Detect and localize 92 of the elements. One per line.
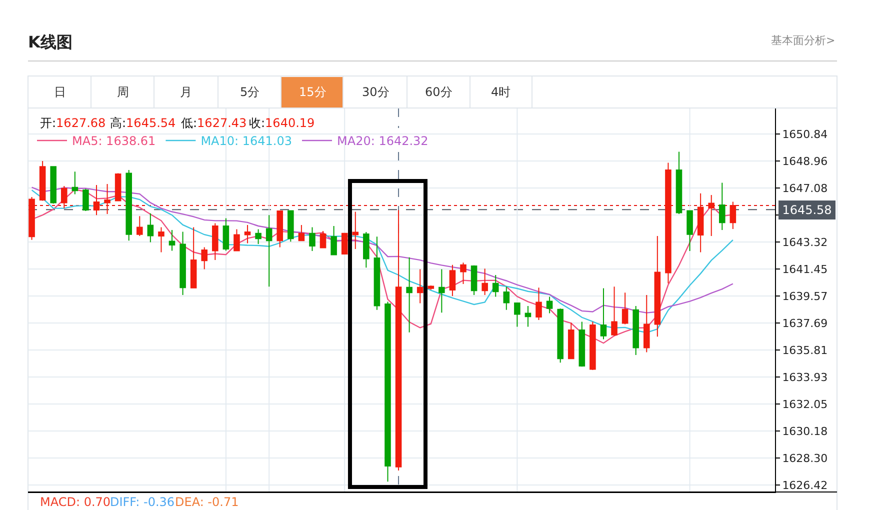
- candlestick: [298, 224, 305, 242]
- candlestick: [244, 224, 251, 244]
- candlestick: [352, 211, 359, 250]
- y-tick-label: 1633.93: [782, 370, 828, 384]
- candlestick: [222, 218, 230, 252]
- candlestick: [676, 151, 682, 215]
- candlestick: [266, 214, 272, 288]
- y-tick-label: 1628.30: [782, 452, 828, 465]
- candlestick: [416, 268, 424, 304]
- text: 日: [54, 85, 66, 99]
- candlestick: [578, 321, 586, 368]
- candlestick: [654, 236, 661, 338]
- candlestick: [180, 231, 186, 296]
- candlestick: [503, 286, 510, 310]
- candlestick: [309, 226, 316, 252]
- text: 15分: [299, 85, 326, 99]
- text: 月: [180, 85, 192, 99]
- y-tick-label: 1630.18: [782, 424, 828, 438]
- candlestick: [622, 292, 628, 325]
- candlestick: [234, 228, 240, 252]
- candlestick: [363, 232, 370, 268]
- y-tick-label: 1635.81: [782, 344, 828, 357]
- text: 60分: [425, 85, 452, 99]
- y-tick-label: 1637.69: [782, 316, 828, 330]
- annotation: 收:1640.19: [249, 116, 315, 130]
- y-tick-label: 1643.32: [782, 236, 828, 249]
- y-tick-label: 1650.84: [782, 128, 828, 141]
- candlestick: [557, 308, 564, 364]
- candlestick: [276, 210, 284, 248]
- candlestick: [460, 262, 466, 285]
- candlestick: [288, 210, 294, 242]
- candlestick: [406, 256, 412, 333]
- annotation: 高:1645.54: [110, 116, 176, 130]
- candlestick: [384, 301, 391, 482]
- candlestick: [255, 228, 262, 244]
- candlestick: [449, 264, 456, 296]
- candlestick: [536, 287, 542, 320]
- candlestick: [201, 246, 208, 270]
- candlestick: [147, 212, 154, 243]
- candlestick: [114, 172, 122, 202]
- annotation: 低:1627.43: [181, 116, 247, 130]
- candlestick: [438, 268, 445, 314]
- candlestick: [126, 169, 132, 242]
- candlestick: [524, 306, 532, 328]
- candlestick: [374, 236, 380, 310]
- y-tick-label: 1632.05: [782, 398, 828, 411]
- text: MACD: 0.70: [40, 495, 111, 509]
- candlestick: [50, 166, 56, 204]
- text: 4时: [491, 85, 511, 99]
- candlestick: [611, 286, 618, 336]
- candlestick: [632, 306, 639, 356]
- candlestick: [546, 296, 553, 314]
- candlestick: [514, 302, 520, 328]
- candlestick: [428, 284, 434, 290]
- y-tick-label: 1626.42: [782, 478, 828, 492]
- text: 5分: [240, 85, 260, 99]
- candlestick: [190, 226, 197, 289]
- candlestick: [686, 210, 693, 252]
- candlestick: [168, 230, 176, 252]
- candlestick: [482, 268, 488, 296]
- y-tick-label: 1641.45: [782, 262, 828, 276]
- candlestick: [39, 160, 46, 202]
- text: 基本面分析>: [771, 34, 836, 47]
- candlestick: [719, 182, 726, 231]
- candlestick: [212, 222, 218, 261]
- candlestick: [600, 288, 607, 340]
- candlestick: [568, 322, 574, 360]
- candlestick: [136, 216, 143, 237]
- y-tick-label: 1647.08: [782, 182, 828, 195]
- candlestick: [320, 230, 326, 249]
- legend-label: MA5: 1638.61: [72, 134, 156, 148]
- candlestick: [82, 188, 89, 212]
- y-tick-label: 1639.57: [782, 290, 828, 303]
- legend-label: MA10: 1641.03: [200, 134, 292, 148]
- line-series: [31, 186, 734, 314]
- chart-title: K线图: [28, 32, 72, 52]
- candlestick: [330, 225, 337, 256]
- annotation: 开:1627.68: [40, 116, 106, 130]
- text: 周: [117, 85, 129, 99]
- ref-line-label: 1645.58: [782, 203, 832, 217]
- text: DEA: -0.71: [175, 495, 239, 509]
- candlestick: [590, 321, 596, 370]
- candlestick: [158, 226, 164, 253]
- candlestick: [341, 232, 348, 255]
- candlestick: [492, 274, 499, 298]
- candlestick: [72, 171, 78, 195]
- text: DIFF: -0.36: [110, 495, 175, 509]
- candlestick: [643, 294, 650, 353]
- y-tick-label: 1648.96: [782, 154, 828, 168]
- candlestick: [470, 264, 478, 296]
- legend-label: MA20: 1642.32: [337, 134, 428, 148]
- text: 30分: [362, 85, 390, 99]
